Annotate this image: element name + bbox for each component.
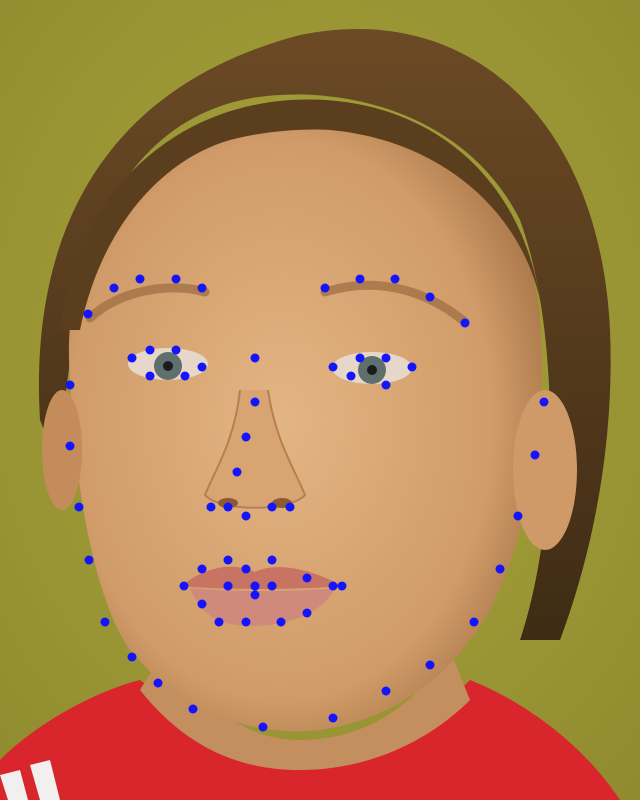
landmark-point xyxy=(425,292,435,302)
face xyxy=(68,109,542,732)
landmark-point xyxy=(74,502,84,512)
landmark-point xyxy=(381,353,391,363)
landmark-point xyxy=(328,713,338,723)
landmark-point xyxy=(539,397,549,407)
landmark-point xyxy=(355,353,365,363)
landmark-point xyxy=(258,722,268,732)
left-ear xyxy=(42,390,82,510)
landmark-point xyxy=(145,371,155,381)
landmark-point xyxy=(250,353,260,363)
landmark-point xyxy=(267,502,277,512)
landmark-point xyxy=(145,345,155,355)
landmark-point xyxy=(381,380,391,390)
landmark-point xyxy=(179,581,189,591)
landmark-point xyxy=(241,511,251,521)
landmark-point xyxy=(100,617,110,627)
landmark-point xyxy=(171,274,181,284)
landmark-point xyxy=(469,617,479,627)
landmark-point xyxy=(197,599,207,609)
landmark-point xyxy=(109,283,119,293)
landmark-point xyxy=(84,555,94,565)
landmark-point xyxy=(407,362,417,372)
landmark-point xyxy=(250,581,260,591)
right-ear xyxy=(513,390,577,550)
landmark-point xyxy=(180,371,190,381)
landmark-point xyxy=(302,573,312,583)
landmark-point xyxy=(285,502,295,512)
landmark-point xyxy=(153,678,163,688)
landmark-point xyxy=(223,581,233,591)
landmark-point xyxy=(276,617,286,627)
shirt xyxy=(0,680,620,800)
left-eyebrow xyxy=(85,283,210,323)
landmark-point xyxy=(65,441,75,451)
landmark-point xyxy=(214,617,224,627)
landmark-point xyxy=(65,380,75,390)
shirt-stripes xyxy=(0,760,60,800)
landmark-point xyxy=(241,564,251,574)
landmark-point xyxy=(223,502,233,512)
landmark-point xyxy=(197,564,207,574)
landmark-point xyxy=(241,617,251,627)
landmark-point xyxy=(197,283,207,293)
landmark-point xyxy=(381,686,391,696)
left-pupil xyxy=(163,361,173,371)
landmark-point xyxy=(425,660,435,670)
landmark-point xyxy=(390,274,400,284)
landmark-point xyxy=(83,309,93,319)
landmark-point xyxy=(171,345,181,355)
landmark-point xyxy=(530,450,540,460)
landmark-point xyxy=(232,467,242,477)
landmark-point xyxy=(328,581,338,591)
landmark-point xyxy=(346,371,356,381)
upper-lip xyxy=(182,566,342,589)
landmark-point xyxy=(223,555,233,565)
nose xyxy=(203,389,307,509)
landmark-point xyxy=(127,353,137,363)
hair xyxy=(38,28,611,641)
landmark-point xyxy=(241,432,251,442)
right-eyebrow xyxy=(320,280,470,327)
landmark-point xyxy=(250,397,260,407)
landmark-point xyxy=(197,362,207,372)
landmark-point xyxy=(513,511,523,521)
landmark-point xyxy=(355,274,365,284)
landmark-point xyxy=(127,652,137,662)
landmark-point xyxy=(302,608,312,618)
landmark-point xyxy=(188,704,198,714)
landmark-point xyxy=(267,581,277,591)
landmark-point xyxy=(206,502,216,512)
lower-lip xyxy=(190,588,335,626)
neck xyxy=(140,650,470,770)
landmark-point xyxy=(250,590,260,600)
hair-fringe xyxy=(60,99,540,331)
landmark-point xyxy=(320,283,330,293)
landmark-point xyxy=(328,362,338,372)
landmark-point xyxy=(460,318,470,328)
right-pupil xyxy=(367,365,377,375)
landmark-point xyxy=(267,555,277,565)
landmark-point xyxy=(495,564,505,574)
landmark-point xyxy=(337,581,347,591)
landmark-point xyxy=(135,274,145,284)
